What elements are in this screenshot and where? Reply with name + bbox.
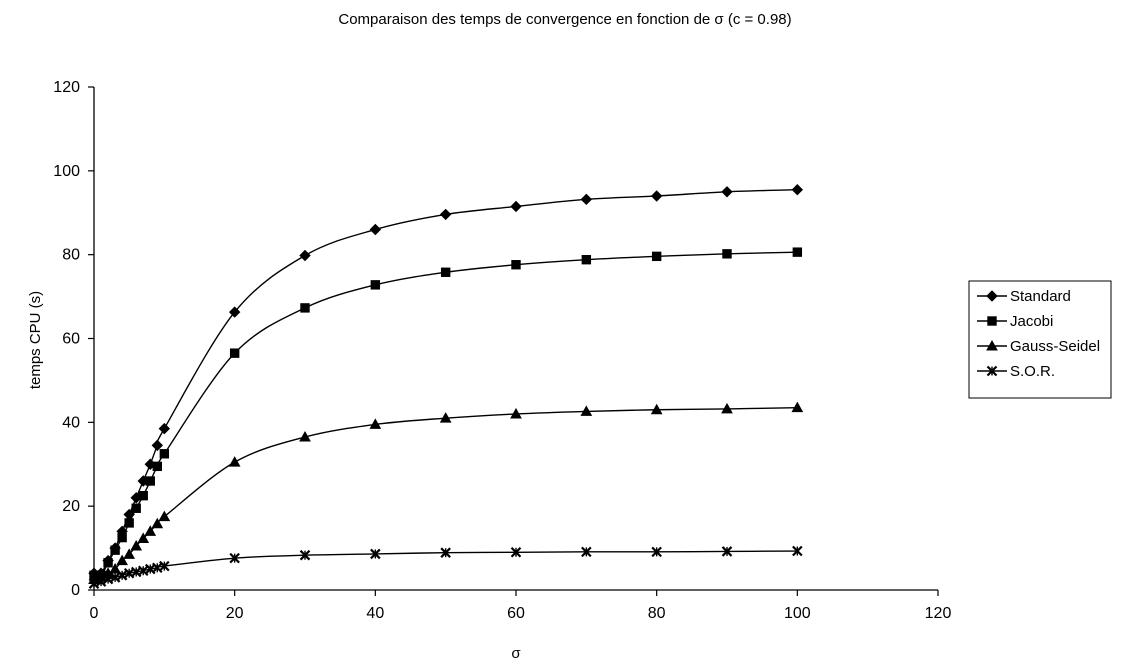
legend-item-s-o-r: S.O.R. xyxy=(977,363,1055,380)
data-point-gauss-seidel xyxy=(510,407,522,419)
data-point-jacobi xyxy=(110,545,120,555)
data-point-jacobi xyxy=(651,251,662,262)
y-tick-label: 40 xyxy=(62,414,80,431)
data-point-s-o-r xyxy=(370,548,381,560)
data-point-jacobi xyxy=(145,476,155,486)
axes xyxy=(93,87,938,591)
data-point-gauss-seidel xyxy=(228,456,241,467)
y-tick-label: 120 xyxy=(53,79,80,96)
y-tick-label: 80 xyxy=(62,247,80,264)
y-tick-label: 0 xyxy=(71,582,80,599)
data-point-gauss-seidel xyxy=(439,412,452,423)
x-axis-label: σ xyxy=(511,645,521,662)
x-tick-label: 0 xyxy=(90,605,99,622)
x-tick-label: 60 xyxy=(507,605,525,622)
legend-marker-standard xyxy=(986,290,998,302)
data-point-gauss-seidel xyxy=(151,517,164,529)
data-point-standard xyxy=(721,186,733,198)
data-point-s-o-r xyxy=(792,545,803,557)
data-point-gauss-seidel xyxy=(791,401,804,413)
data-point-jacobi xyxy=(229,348,240,358)
data-point-gauss-seidel xyxy=(116,554,128,566)
data-point-standard xyxy=(580,193,593,206)
legend: Standard Jacobi Gauss-Seidel S.O.R. xyxy=(968,280,1112,399)
data-point-gauss-seidel xyxy=(158,510,171,522)
legend-label-s-o-r: S.O.R. xyxy=(1010,363,1055,380)
data-point-gauss-seidel xyxy=(137,532,150,543)
data-point-gauss-seidel xyxy=(650,403,663,415)
data-point-standard xyxy=(151,439,164,452)
data-point-jacobi xyxy=(792,247,803,257)
y-axis-ticks: 0 20 40 60 80 100 120 xyxy=(53,79,94,599)
data-point-standard xyxy=(791,183,804,196)
data-point-standard xyxy=(510,200,522,213)
data-point-jacobi xyxy=(152,461,163,472)
x-tick-label: 120 xyxy=(925,605,952,622)
data-point-standard xyxy=(228,306,241,318)
data-point-s-o-r xyxy=(440,547,451,558)
data-point-jacobi xyxy=(440,267,451,277)
data-point-jacobi xyxy=(103,558,113,568)
data-point-standard xyxy=(299,249,311,262)
y-axis-label: temps CPU (s) xyxy=(27,291,44,389)
data-point-gauss-seidel xyxy=(580,405,593,416)
data-point-s-o-r xyxy=(299,549,311,561)
data-point-standard xyxy=(369,223,382,236)
data-point-jacobi xyxy=(511,260,521,270)
series-standard xyxy=(88,183,804,579)
x-axis-ticks: 0 20 40 60 80 100 120 xyxy=(90,590,952,622)
legend-marker-jacobi xyxy=(987,316,997,326)
data-point-s-o-r xyxy=(88,578,100,589)
data-point-s-o-r xyxy=(109,572,121,583)
data-point-jacobi xyxy=(131,503,141,513)
data-point-jacobi xyxy=(138,490,148,501)
data-point-gauss-seidel xyxy=(369,418,382,429)
data-point-s-o-r xyxy=(95,576,107,587)
legend-item-jacobi: Jacobi xyxy=(977,313,1053,330)
data-point-gauss-seidel xyxy=(144,525,157,536)
series-line-standard xyxy=(93,189,798,575)
chart-title: Comparaison des temps de convergence en … xyxy=(338,11,791,28)
data-point-gauss-seidel xyxy=(130,539,143,551)
legend-marker-gauss-seidel xyxy=(986,339,998,351)
data-point-s-o-r xyxy=(581,546,592,558)
data-point-standard xyxy=(439,208,452,221)
series-gauss-seidel xyxy=(88,401,804,585)
x-tick-label: 100 xyxy=(784,605,811,622)
legend-item-standard: Standard xyxy=(977,288,1071,305)
data-point-gauss-seidel xyxy=(721,402,733,414)
data-point-standard xyxy=(158,422,171,435)
series-s-o-r xyxy=(88,545,803,589)
data-point-jacobi xyxy=(581,254,592,265)
data-point-jacobi xyxy=(124,518,134,528)
data-point-jacobi xyxy=(300,303,310,313)
data-point-jacobi xyxy=(159,449,170,459)
legend-label-gauss-seidel: Gauss-Seidel xyxy=(1010,338,1100,355)
x-tick-label: 80 xyxy=(648,605,666,622)
data-point-gauss-seidel xyxy=(299,430,311,442)
legend-label-standard: Standard xyxy=(1010,288,1071,305)
data-point-jacobi xyxy=(117,532,127,543)
series-layer xyxy=(88,183,804,589)
data-point-s-o-r xyxy=(159,560,170,572)
data-point-s-o-r xyxy=(229,552,240,564)
y-tick-label: 20 xyxy=(62,498,80,515)
y-tick-label: 100 xyxy=(53,163,80,180)
legend-marker-s-o-r xyxy=(986,365,998,377)
data-point-s-o-r xyxy=(510,546,522,558)
data-point-gauss-seidel xyxy=(123,548,136,559)
data-point-jacobi xyxy=(722,249,732,259)
legend-item-gauss-seidel: Gauss-Seidel xyxy=(977,338,1100,355)
legend-label-jacobi: Jacobi xyxy=(1010,313,1053,330)
data-point-s-o-r xyxy=(116,570,128,581)
data-point-s-o-r xyxy=(721,546,733,557)
data-point-jacobi xyxy=(370,280,381,290)
x-tick-label: 20 xyxy=(226,605,244,622)
data-point-s-o-r xyxy=(651,546,662,558)
legend-items: Standard Jacobi Gauss-Seidel S.O.R. xyxy=(977,288,1100,380)
y-tick-label: 60 xyxy=(62,331,80,348)
x-tick-label: 40 xyxy=(366,605,384,622)
data-point-standard xyxy=(650,190,663,202)
